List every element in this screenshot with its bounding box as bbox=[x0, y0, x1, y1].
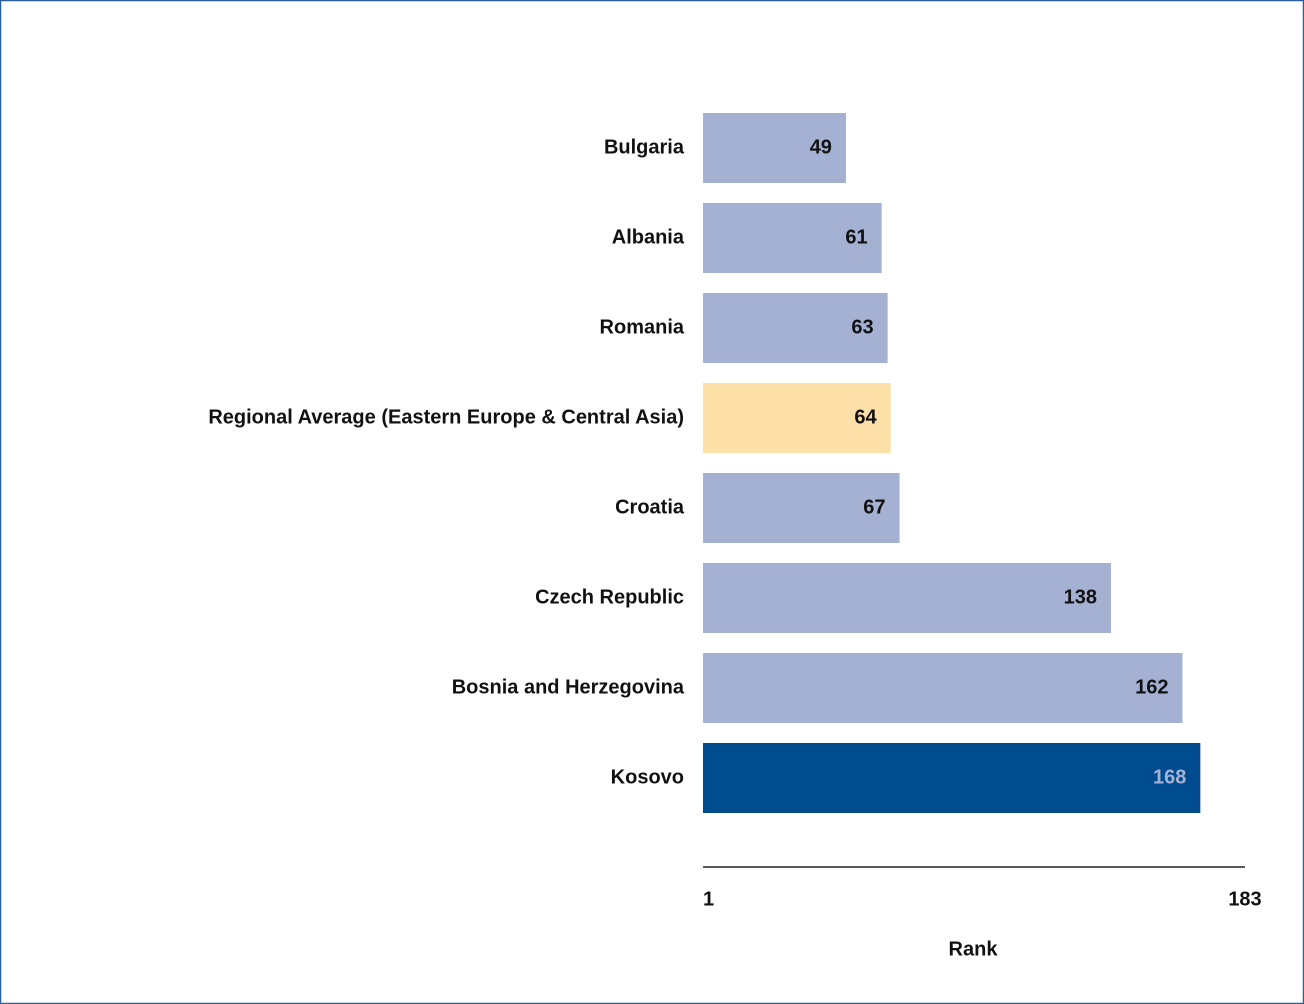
value-label: 63 bbox=[851, 316, 873, 338]
category-label: Albania bbox=[612, 226, 685, 248]
bar bbox=[703, 653, 1183, 723]
bar bbox=[703, 473, 900, 543]
value-label: 67 bbox=[863, 496, 885, 518]
value-label: 49 bbox=[810, 136, 832, 158]
value-label: 138 bbox=[1064, 586, 1097, 608]
x-axis-label: Rank bbox=[949, 938, 999, 960]
value-label: 162 bbox=[1135, 676, 1168, 698]
x-tick-label: 183 bbox=[1228, 888, 1261, 910]
value-label: 168 bbox=[1153, 766, 1186, 788]
category-label: Croatia bbox=[615, 496, 685, 518]
bar bbox=[703, 293, 888, 363]
value-label: 64 bbox=[854, 406, 877, 428]
category-label: Regional Average (Eastern Europe & Centr… bbox=[208, 406, 684, 428]
category-label: Bosnia and Herzegovina bbox=[452, 676, 685, 698]
bar bbox=[703, 113, 846, 183]
category-label: Kosovo bbox=[611, 766, 684, 788]
bar bbox=[703, 383, 891, 453]
bar bbox=[703, 203, 882, 273]
x-tick-label: 1 bbox=[703, 888, 714, 910]
bar bbox=[703, 743, 1201, 813]
value-label: 61 bbox=[845, 226, 867, 248]
category-label: Czech Republic bbox=[535, 586, 684, 608]
category-label: Bulgaria bbox=[604, 136, 685, 158]
category-label: Romania bbox=[600, 316, 685, 338]
bar bbox=[703, 563, 1111, 633]
